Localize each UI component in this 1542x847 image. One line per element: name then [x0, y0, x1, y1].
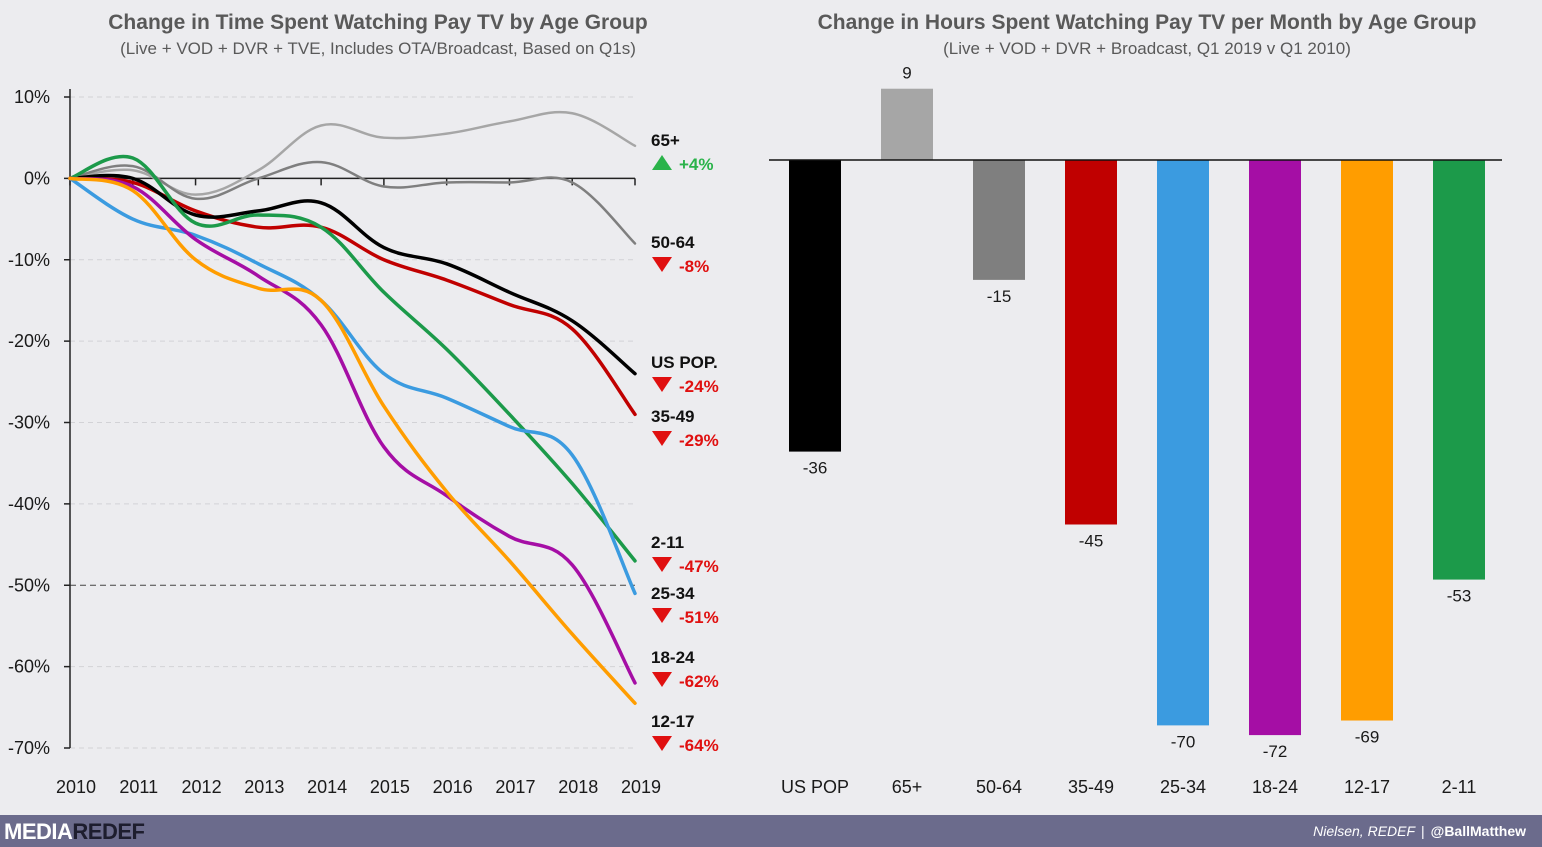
triangle-down-icon [652, 557, 672, 572]
series-change-12-17: -64% [679, 736, 719, 755]
series-change-2-11: -47% [679, 557, 719, 576]
x-tick-label: 2013 [244, 777, 284, 797]
x-tick-label: 2017 [495, 777, 535, 797]
line-chart-title: Change in Time Spent Watching Pay TV by … [108, 11, 647, 34]
bar-us-pop [789, 160, 841, 452]
triangle-down-icon [652, 608, 672, 623]
bar-chart: -36 US POP 9 65+ -15 50-64 -45 35-49 -70 25-34 -72… [769, 64, 1502, 797]
bar-category-50-64: 50-64 [976, 777, 1022, 797]
bar-18-24 [1249, 160, 1301, 736]
bar-category-12-17: 12-17 [1344, 777, 1390, 797]
series-line-50-64 [68, 160, 637, 245]
series-change-35-49: -29% [679, 431, 719, 450]
line-chart: 10% 0% -10% -20% -30% -40% -50% -60% -70% 2010 201… [8, 87, 719, 797]
brand-part-media: MEDIA [4, 819, 73, 844]
series-label-us-pop: US POP. [651, 353, 718, 372]
bar-value-2-11: -53 [1447, 587, 1472, 606]
bar-chart-subtitle: (Live + VOD + DVR + Broadcast, Q1 2019 v… [943, 39, 1351, 58]
footer-bar: MEDIAREDEF Nielsen, REDEF | @BallMatthew [0, 815, 1542, 847]
x-tick-label: 2019 [621, 777, 661, 797]
series-line-12-17 [68, 176, 637, 705]
bar-category-65: 65+ [892, 777, 923, 797]
x-tick-label: 2018 [558, 777, 598, 797]
y-tick-label: -60% [8, 657, 50, 677]
triangle-up-icon [652, 155, 672, 170]
y-tick-label: -20% [8, 331, 50, 351]
series-line-us-pop [68, 173, 637, 376]
brand-logo: MEDIAREDEF [4, 819, 145, 845]
bar-50-64 [973, 160, 1025, 280]
brand-part-redef: REDEF [72, 819, 145, 844]
series-label-18-24: 18-24 [651, 648, 695, 667]
chart-canvas: Change in Time Spent Watching Pay TV by … [8, 11, 1502, 797]
bar-value-35-49: -45 [1079, 532, 1104, 551]
bar-category-2-11: 2-11 [1442, 777, 1477, 797]
series-change-25-34: -51% [679, 608, 719, 627]
bar-category-18-24: 18-24 [1252, 777, 1298, 797]
bar-value-50-64: -15 [987, 287, 1012, 306]
bar-category-25-34: 25-34 [1160, 777, 1206, 797]
bar-35-49 [1065, 160, 1117, 525]
series-label-25-34: 25-34 [651, 584, 695, 603]
y-tick-label: 0% [24, 168, 50, 188]
series-label-50-64: 50-64 [651, 233, 695, 252]
triangle-down-icon [652, 736, 672, 751]
line-chart-subtitle: (Live + VOD + DVR + TVE, Includes OTA/Br… [120, 39, 636, 58]
x-tick-label: 2010 [56, 777, 96, 797]
x-tick-label: 2014 [307, 777, 347, 797]
series-label-35-49: 35-49 [651, 407, 694, 426]
series-line-65 [68, 110, 637, 196]
bar-category-35-49: 35-49 [1068, 777, 1114, 797]
y-tick-label: -50% [8, 575, 50, 595]
bar-value-18-24: -72 [1263, 742, 1288, 761]
bar-value-25-34: -70 [1171, 732, 1196, 751]
x-tick-label: 2011 [119, 777, 158, 797]
triangle-down-icon [652, 377, 672, 392]
series-change-50-64: -8% [679, 257, 709, 276]
bar-25-34 [1157, 160, 1209, 726]
series-change-65: +4% [679, 155, 714, 174]
x-tick-label: 2016 [433, 777, 473, 797]
series-line-25-34 [68, 176, 637, 596]
triangle-down-icon [652, 257, 672, 272]
series-label-65: 65+ [651, 131, 680, 150]
bar-value-12-17: -69 [1355, 728, 1380, 747]
series-change-us-pop: -24% [679, 377, 719, 396]
bar-12-17 [1341, 160, 1393, 721]
source-separator: | [1421, 823, 1425, 839]
series-change-18-24: -62% [679, 672, 719, 691]
bar-chart-title: Change in Hours Spent Watching Pay TV pe… [818, 11, 1477, 34]
author-handle: @BallMatthew [1430, 823, 1526, 839]
x-tick-label: 2015 [370, 777, 410, 797]
bar-value-65: 9 [902, 64, 911, 83]
series-label-12-17: 12-17 [651, 712, 694, 731]
y-tick-label: -40% [8, 494, 50, 514]
series-label-2-11: 2-11 [651, 533, 684, 552]
y-tick-label: -30% [8, 413, 50, 433]
bar-value-us-pop: -36 [803, 459, 828, 478]
bar-65 [881, 88, 933, 160]
series-line-18-24 [68, 176, 637, 685]
triangle-down-icon [652, 431, 672, 446]
y-tick-label: 10% [14, 87, 50, 107]
y-tick-label: -70% [8, 738, 50, 758]
bar-2-11 [1433, 160, 1485, 580]
source-text: Nielsen, REDEF [1313, 823, 1416, 839]
series-line-2-11 [68, 154, 637, 563]
y-tick-label: -10% [8, 250, 50, 270]
bar-category-us-pop: US POP [781, 777, 849, 797]
x-tick-label: 2012 [182, 777, 222, 797]
triangle-down-icon [652, 672, 672, 687]
source-credit: Nielsen, REDEF | @BallMatthew [1313, 823, 1526, 839]
